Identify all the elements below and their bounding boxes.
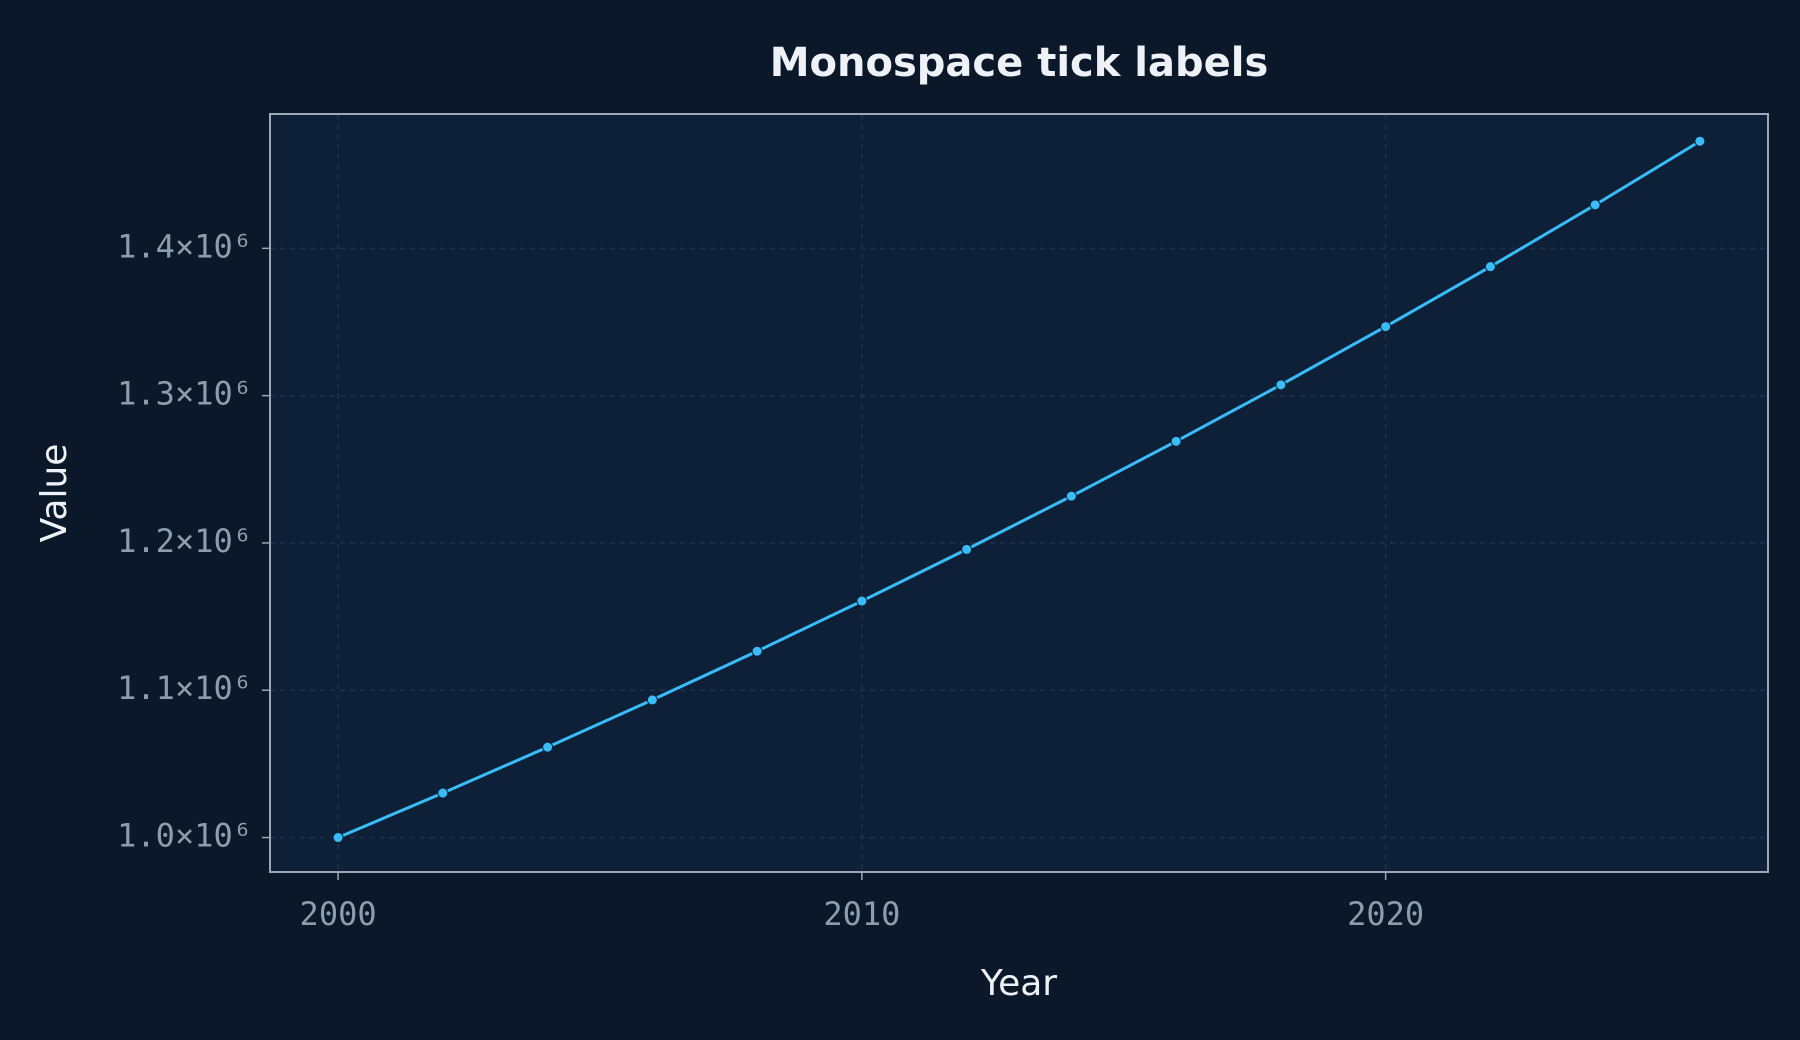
y-tick-label: 1.1×10⁶ — [117, 669, 252, 707]
point — [856, 595, 868, 607]
y-tick-label: 1.4×10⁶ — [117, 227, 252, 265]
point — [437, 787, 449, 799]
point — [1065, 490, 1077, 502]
point — [1694, 135, 1706, 147]
x-axis-label: Year — [980, 963, 1057, 1004]
x-tick-label: 2010 — [823, 895, 900, 933]
point — [1170, 435, 1182, 447]
point — [1484, 261, 1496, 273]
point — [1380, 321, 1392, 333]
point — [542, 741, 554, 753]
point — [1589, 199, 1601, 211]
chart-title: Monospace tick labels — [770, 40, 1269, 86]
point — [332, 832, 344, 844]
y-tick-label: 1.0×10⁶ — [117, 817, 252, 855]
point — [961, 543, 973, 555]
y-tick-label: 1.2×10⁶ — [117, 522, 252, 560]
point — [646, 694, 658, 706]
point — [751, 645, 763, 657]
point — [1275, 379, 1287, 391]
plot-border — [269, 113, 1769, 873]
y-tick-label: 1.3×10⁶ — [117, 375, 252, 413]
y-axis-label: Value — [34, 444, 75, 543]
x-tick-label: 2000 — [300, 895, 377, 933]
x-tick-label: 2020 — [1347, 895, 1424, 933]
series-line — [337, 139, 1701, 839]
plot-area — [270, 114, 1768, 872]
